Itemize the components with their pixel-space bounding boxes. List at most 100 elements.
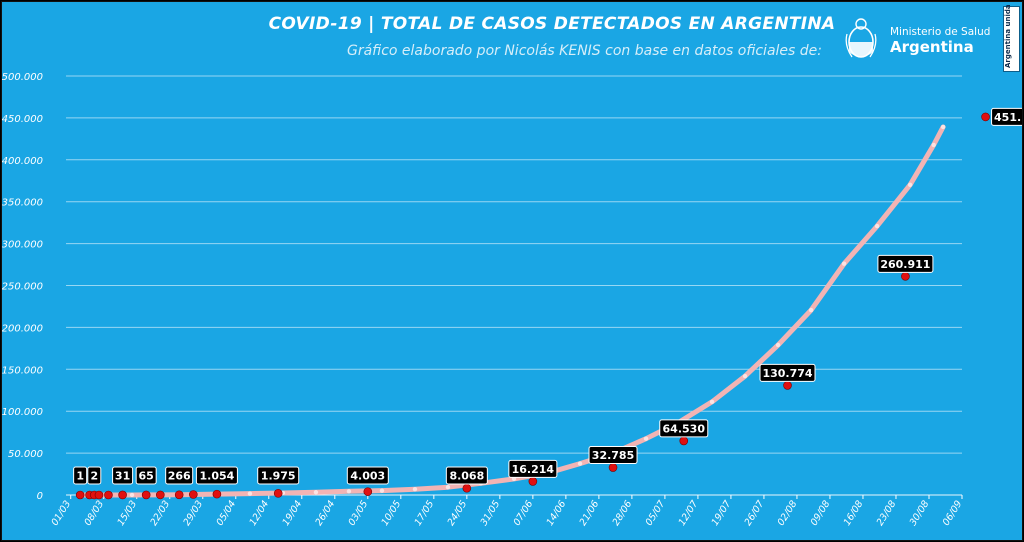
data-label: 31 (115, 470, 130, 483)
data-label-box (759, 363, 816, 382)
highlight-marker (981, 112, 990, 122)
x-tick-label: 14/06 (545, 499, 569, 528)
highlight-marker (608, 463, 618, 472)
x-tick-label: 17/05 (413, 499, 437, 528)
data-label-box (508, 459, 558, 478)
data-point (808, 307, 814, 313)
data-point (907, 182, 913, 187)
data-point (577, 461, 583, 466)
data-point (841, 261, 847, 266)
highlight-marker (104, 490, 113, 500)
y-tick-label: 500.000 (2, 72, 43, 83)
highlight-marker (363, 487, 373, 496)
y-tick-label: 250.000 (2, 282, 43, 293)
data-label-box (991, 107, 1022, 126)
data-point (247, 491, 253, 496)
highlight-marker (94, 490, 104, 500)
data-label-box (877, 254, 934, 273)
data-label: 16.214 (512, 463, 555, 476)
x-tick-label: 09/08 (809, 499, 833, 528)
chart-title: COVID-19 | TOTAL DE CASOS DETECTADOS EN … (268, 14, 836, 34)
data-label: 32.785 (592, 449, 634, 462)
highlight-marker (189, 490, 198, 499)
data-label: 451.198 (994, 111, 1022, 124)
y-tick-label: 100.000 (2, 407, 43, 418)
data-label: 64.530 (663, 422, 706, 435)
x-tick-label: 05/07 (644, 499, 668, 528)
x-tick-label: 31/05 (479, 499, 503, 528)
x-tick-label: 22/03 (148, 499, 172, 528)
ministry-name: Ministerio de Salud (890, 26, 991, 38)
x-tick-label: 10/05 (380, 499, 404, 528)
x-tick-label: 06/09 (941, 499, 965, 528)
data-label: 130.774 (762, 367, 812, 380)
x-tick-label: 02/08 (776, 499, 800, 528)
argentina-unida-badge (1003, 6, 1020, 72)
data-point (643, 436, 649, 441)
y-tick-label: 150.000 (2, 365, 43, 376)
x-tick-label: 16/08 (842, 499, 866, 528)
x-tick-label: 29/03 (181, 499, 205, 528)
data-label-box (445, 466, 488, 485)
data-label: 1.054 (200, 470, 235, 483)
x-tick-label: 12/07 (677, 499, 701, 528)
series-line (77, 124, 946, 498)
x-tick-label: 26/07 (743, 499, 767, 528)
highlight-marker (462, 483, 472, 493)
data-label: 260.911 (880, 258, 930, 271)
country-name: Argentina (890, 38, 974, 56)
x-tick-label: 08/03 (82, 499, 106, 528)
data-label: 8.068 (449, 470, 484, 483)
x-tick-label: 01/03 (49, 499, 73, 528)
data-label: 2 (90, 470, 98, 483)
highlight-marker (273, 489, 283, 498)
highlight-marker (528, 477, 538, 486)
data-label-box (588, 446, 638, 465)
data-point (775, 342, 781, 348)
y-tick-label: 300.000 (2, 240, 43, 251)
y-tick-label: 350.000 (2, 198, 43, 209)
x-tick-label: 19/04 (280, 499, 304, 528)
x-tick-label: 05/04 (214, 499, 238, 528)
data-label: 4.003 (350, 470, 385, 483)
x-tick-label: 19/07 (710, 499, 734, 528)
data-point (445, 485, 451, 490)
data-point (742, 373, 748, 379)
data-point (709, 399, 715, 405)
x-tick-label: 15/03 (115, 499, 139, 528)
data-point (412, 487, 418, 492)
x-tick-label: 26/04 (314, 499, 338, 528)
chart-subtitle: Gráfico elaborado por Nicolás KENIS con … (346, 43, 822, 59)
data-label: 266 (168, 470, 191, 483)
data-label-box (257, 466, 300, 485)
highlight-marker (901, 272, 910, 281)
data-label-box (346, 466, 389, 485)
data-point (129, 492, 135, 498)
x-tick-label: 23/08 (875, 499, 899, 528)
y-tick-label: 450.000 (2, 114, 43, 125)
data-label-box (73, 466, 88, 485)
data-point (346, 489, 352, 494)
data-label: 65 (139, 470, 154, 483)
y-tick-label: 400.000 (2, 156, 43, 167)
x-tick-label: 21/06 (578, 499, 602, 528)
data-point (940, 124, 946, 130)
data-label-box (87, 466, 102, 485)
highlight-marker (679, 436, 689, 446)
x-tick-label: 30/08 (908, 499, 932, 528)
data-label-box (112, 466, 134, 485)
data-point (379, 488, 385, 493)
x-tick-label: 12/04 (247, 499, 271, 528)
highlight-marker (141, 490, 151, 500)
highlight-marker (174, 490, 184, 500)
highlight-marker (783, 381, 792, 390)
highlight-marker (118, 490, 127, 500)
data-label-box (195, 466, 238, 485)
x-tick-label: 24/05 (446, 499, 470, 528)
data-label-box (659, 419, 709, 438)
data-label: 1 (76, 470, 84, 483)
argentina-coat-of-arms-icon (845, 18, 877, 58)
highlight-marker (212, 489, 222, 499)
